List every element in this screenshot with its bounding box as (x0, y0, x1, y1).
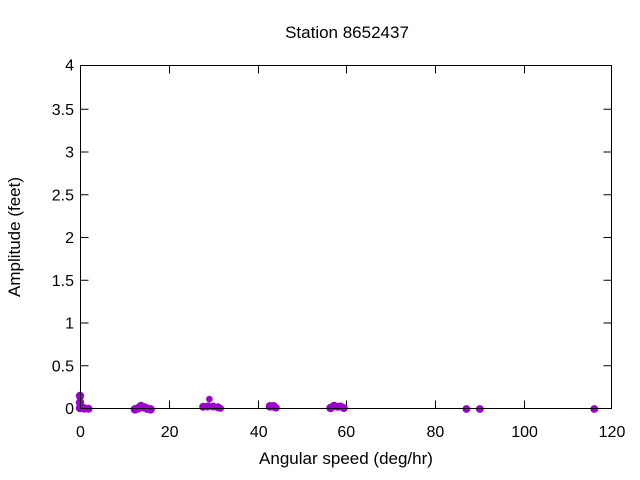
svg-text:120: 120 (599, 424, 626, 441)
svg-text:0: 0 (65, 401, 74, 418)
svg-text:0.5: 0.5 (52, 358, 74, 375)
svg-text:0: 0 (76, 424, 85, 441)
svg-text:4: 4 (65, 58, 74, 75)
svg-text:2: 2 (65, 230, 74, 247)
svg-text:1.5: 1.5 (52, 273, 74, 290)
svg-text:100: 100 (511, 424, 538, 441)
svg-text:Angular speed (deg/hr): Angular speed (deg/hr) (259, 449, 433, 468)
svg-text:Station 8652437: Station 8652437 (285, 23, 409, 42)
svg-text:3: 3 (65, 145, 74, 162)
svg-text:1: 1 (65, 316, 74, 333)
svg-text:60: 60 (337, 424, 355, 441)
svg-text:2.5: 2.5 (52, 187, 74, 204)
svg-text:20: 20 (161, 424, 179, 441)
svg-text:Amplitude (feet): Amplitude (feet) (5, 177, 24, 297)
svg-text:80: 80 (427, 424, 445, 441)
svg-text:3.5: 3.5 (52, 102, 74, 119)
svg-text:40: 40 (250, 424, 268, 441)
